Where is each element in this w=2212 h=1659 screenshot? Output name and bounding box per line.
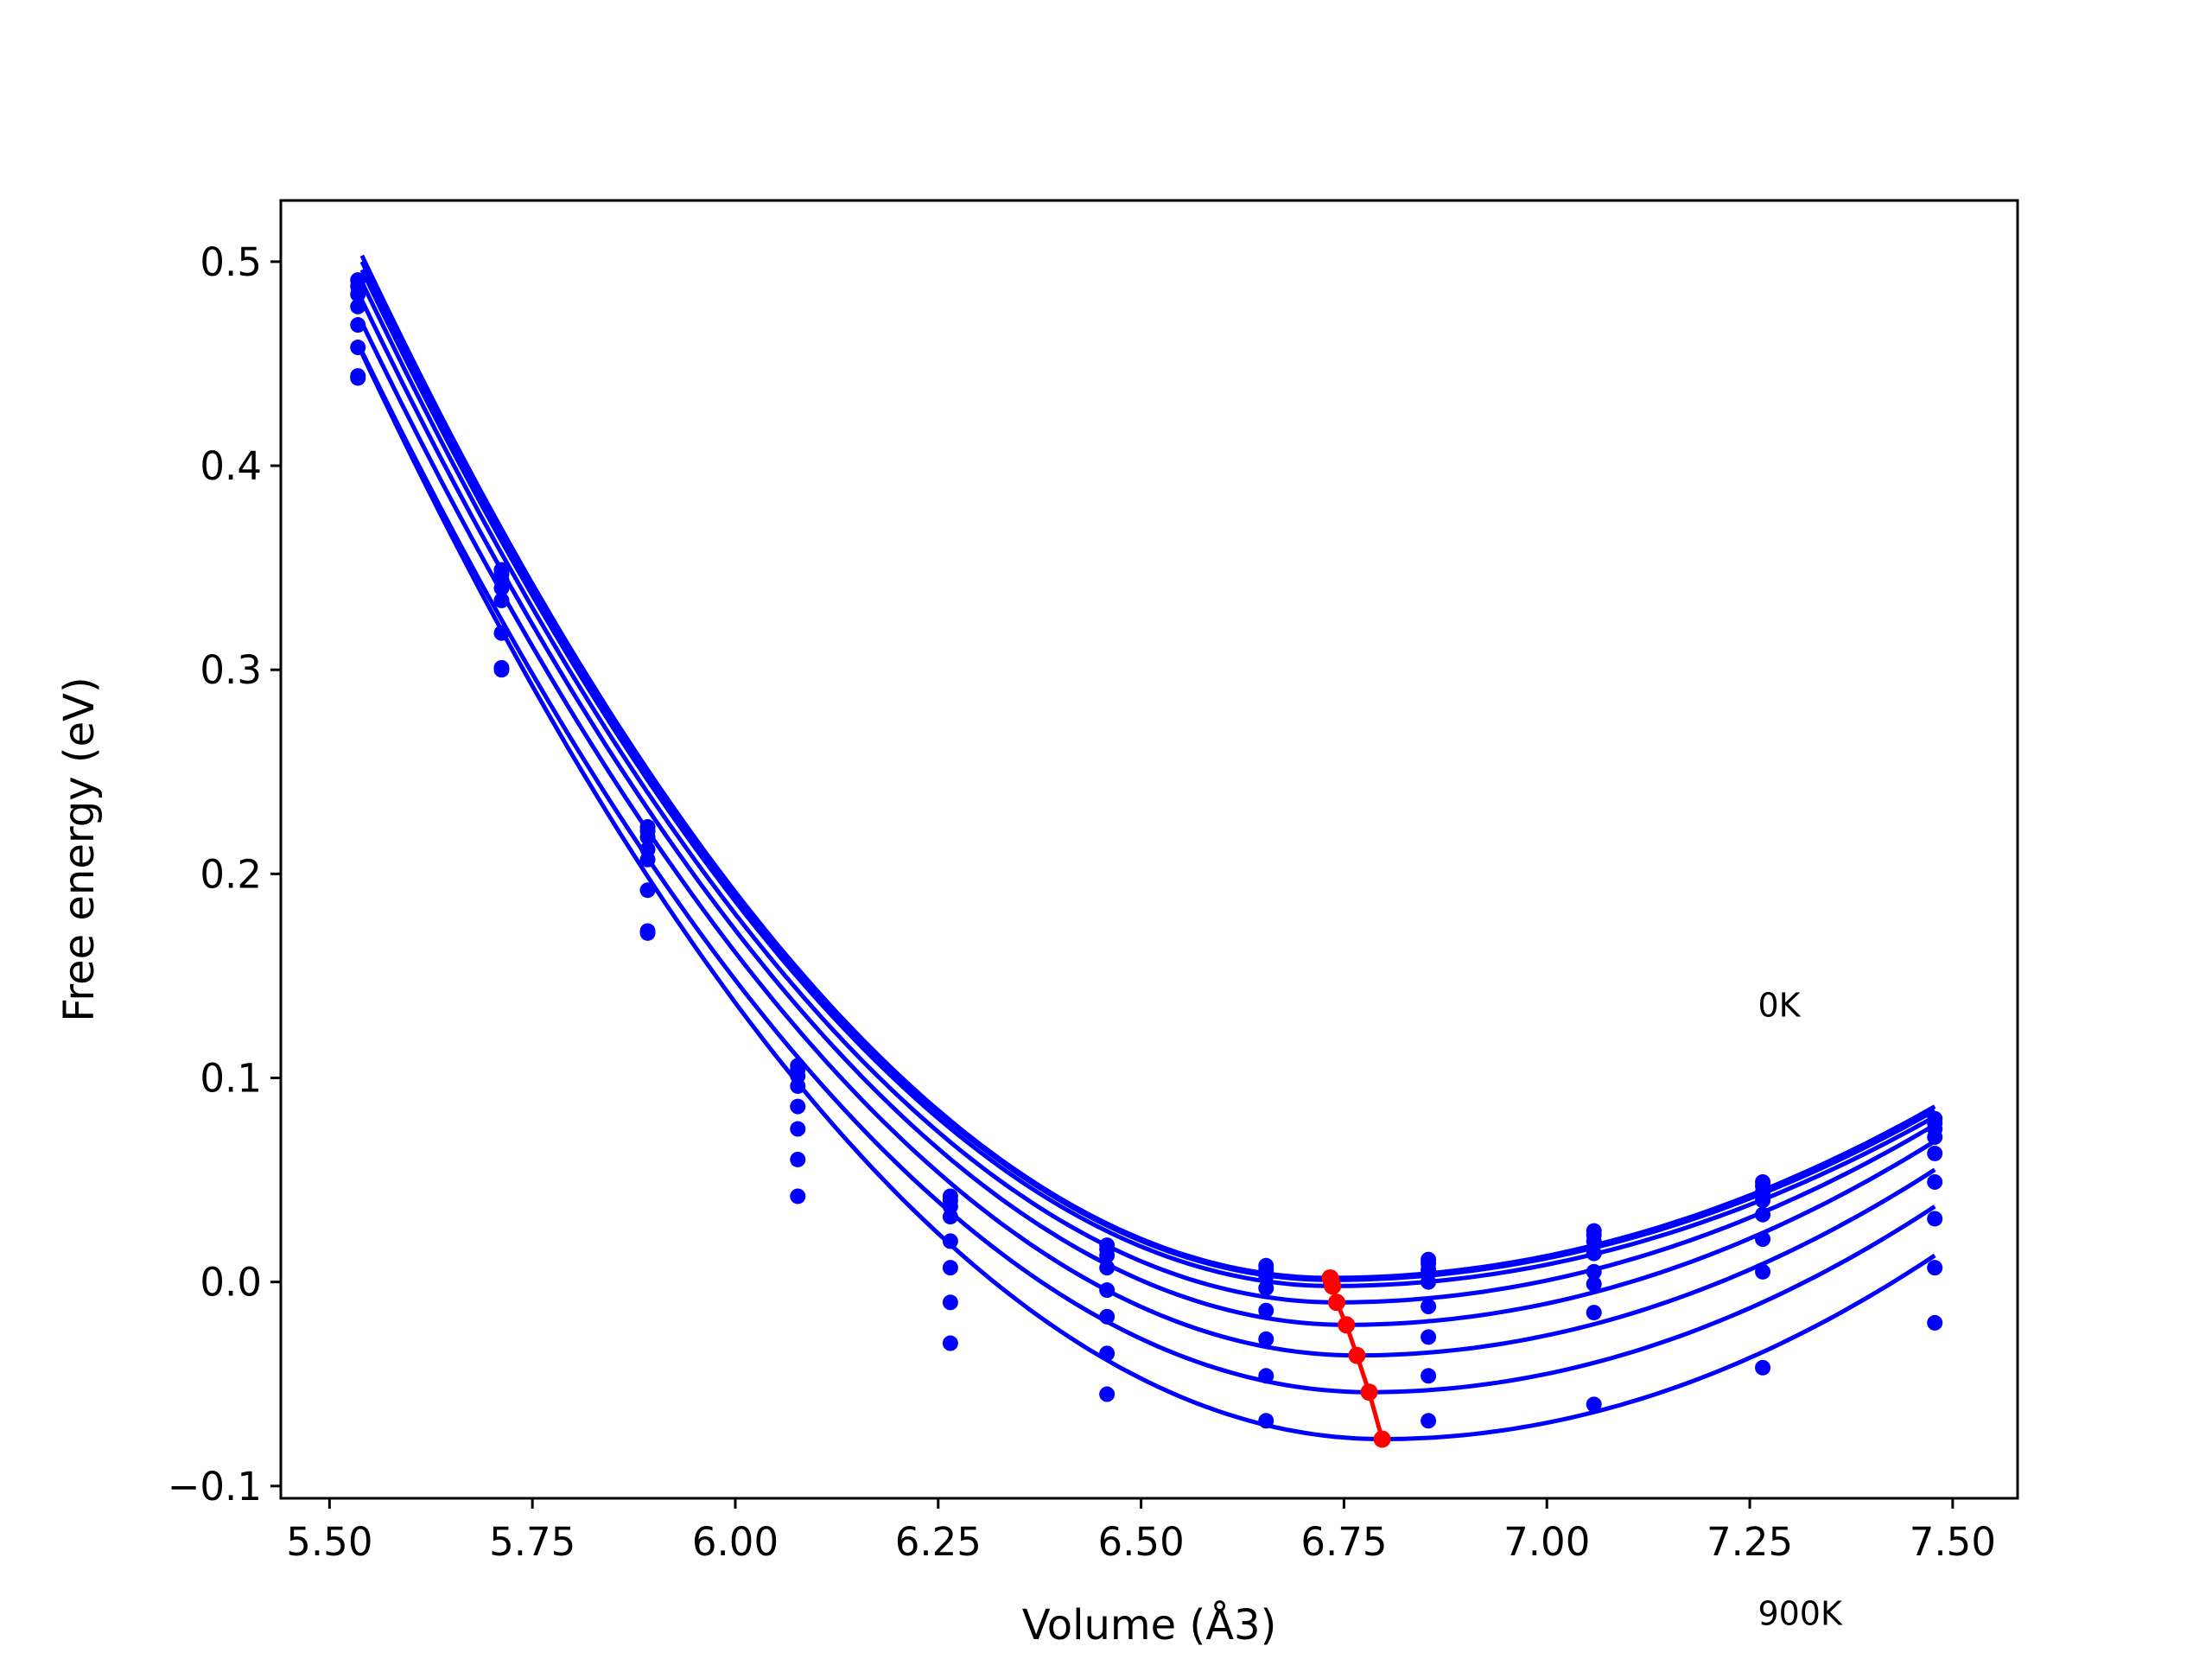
data-point [1099,1386,1116,1402]
x-tick-label: 5.50 [286,1519,372,1565]
data-point [1421,1299,1437,1315]
data-point [1421,1368,1437,1384]
data-point [1927,1260,1943,1276]
data-point [1421,1413,1437,1429]
data-point [942,1209,958,1225]
data-point [942,1233,958,1249]
minimum-point [1373,1430,1391,1448]
data-point [493,592,510,608]
fit-curve-4 [359,299,1936,1327]
fit-curve-0 [359,254,1936,1281]
minimum-point [1327,1294,1345,1312]
minimum-point [1324,1277,1342,1295]
data-point [1755,1192,1771,1209]
data-point [639,851,656,868]
data-point [1258,1280,1274,1296]
data-point [1258,1268,1274,1284]
data-point [1421,1274,1437,1290]
data-point [350,298,366,315]
data-point [493,580,510,596]
data-point [1258,1368,1274,1384]
data-point [350,286,366,302]
fit-curve-2 [359,269,1936,1288]
minimum-point [1360,1383,1378,1402]
data-point [790,1098,806,1115]
data-point [790,1121,806,1137]
fit-curve-7 [359,353,1936,1442]
x-tick-label: 6.00 [692,1519,779,1565]
data-point [1421,1329,1437,1345]
y-axis-ticks: −0.1 0.0 0.1 0.2 0.3 0.4 0.5 [168,239,281,1510]
y-tick-label: 0.5 [200,239,262,285]
data-points [350,272,1943,1429]
fit-curves [359,254,1936,1442]
data-point [1927,1145,1943,1161]
x-axis-label: Volume (Å3) [1022,1600,1277,1649]
data-point [1755,1231,1771,1248]
data-point [639,882,656,899]
data-point [350,340,366,356]
data-point [790,1188,806,1205]
data-point [1755,1206,1771,1223]
x-tick-label: 6.75 [1300,1519,1387,1565]
y-tick-label: 0.2 [200,851,262,897]
data-point [1099,1260,1116,1276]
x-tick-label: 5.75 [489,1519,575,1565]
x-tick-label: 7.00 [1503,1519,1590,1565]
data-point [1586,1245,1602,1262]
x-tick-label: 7.50 [1910,1519,1996,1565]
data-point [350,370,366,386]
y-tick-label: 0.1 [200,1056,262,1102]
data-point [942,1294,958,1311]
data-point [1258,1302,1274,1319]
data-point [1586,1276,1602,1293]
y-tick-label: 0.0 [200,1260,262,1306]
data-point [1586,1233,1602,1249]
x-axis-ticks: 5.50 5.75 6.00 6.25 6.50 6.75 7.00 7.25 7.50 [286,1498,1996,1565]
data-point [1927,1128,1943,1145]
annotation-900k: 900K [1758,1594,1843,1632]
fit-curve-6 [359,350,1936,1395]
data-point [1586,1396,1602,1413]
data-point [942,1335,958,1351]
y-axis-label: Free energy (eV) [55,677,104,1021]
plot-frame [279,199,2019,1500]
data-point [1099,1282,1116,1299]
data-point [790,1077,806,1094]
data-point [1099,1345,1116,1362]
data-point [350,317,366,334]
fit-curve-3 [359,281,1936,1305]
data-point [1258,1331,1274,1347]
data-point [1755,1263,1771,1280]
data-point [1586,1263,1602,1280]
y-tick-label: 0.3 [200,647,262,693]
fit-curve-1 [359,260,1936,1282]
minimum-path [1321,1268,1391,1448]
data-point [1099,1308,1116,1325]
x-tick-label: 7.25 [1707,1519,1793,1565]
y-tick-label: −0.1 [168,1464,262,1510]
data-point [1755,1359,1771,1376]
minimum-point [1338,1316,1356,1334]
x-tick-label: 6.50 [1098,1519,1185,1565]
data-point [1421,1262,1437,1278]
data-point [942,1260,958,1276]
data-point [639,829,656,845]
x-tick-label: 6.25 [895,1519,982,1565]
data-point [1586,1305,1602,1321]
annotation-0k: 0K [1758,987,1801,1025]
data-point [1258,1413,1274,1429]
data-point [790,1151,806,1167]
data-point [493,625,510,641]
data-point [639,925,656,941]
fit-curve-5 [359,321,1936,1358]
data-point [1927,1211,1943,1227]
data-point [493,659,510,676]
data-point [1099,1247,1116,1263]
minimum-point [1348,1346,1366,1364]
data-point [1927,1173,1943,1190]
y-tick-label: 0.4 [200,443,262,489]
data-point [1927,1314,1943,1331]
